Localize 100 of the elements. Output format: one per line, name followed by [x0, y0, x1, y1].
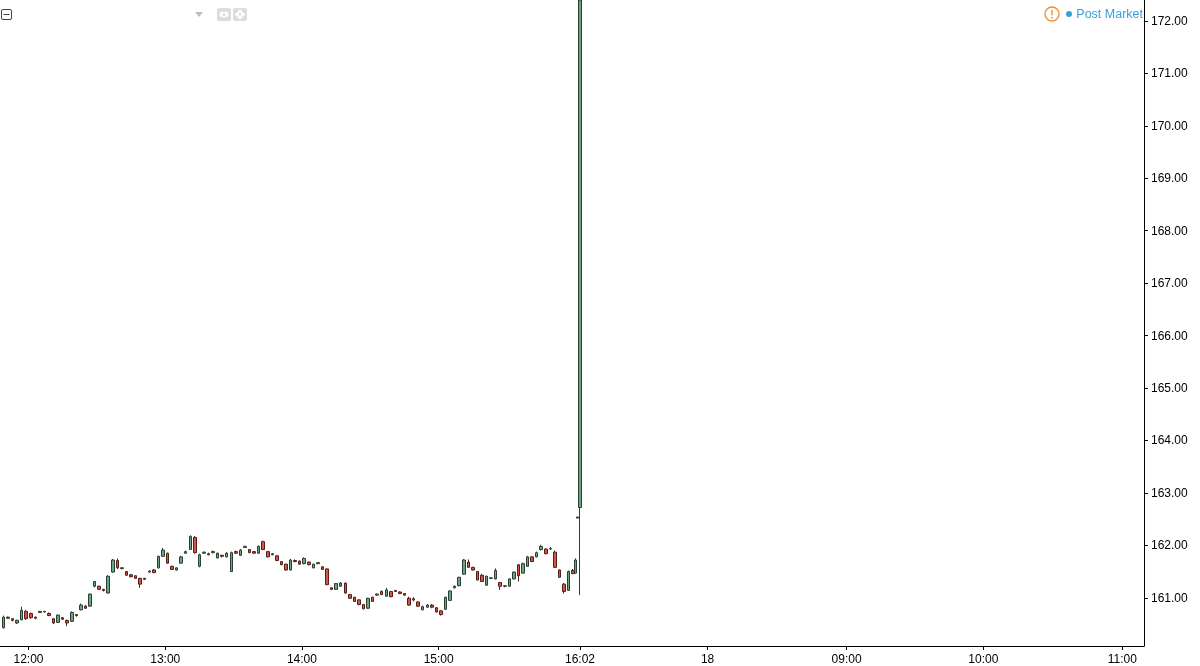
candlestick [129, 573, 133, 578]
candlestick [375, 593, 379, 597]
y-tick-label: 171.00 [1151, 66, 1189, 81]
candlestick [61, 616, 64, 621]
candlestick [430, 603, 434, 609]
candlestick [220, 554, 224, 558]
candlestick [421, 605, 424, 611]
candlestick [70, 610, 74, 623]
candlestick [330, 586, 333, 591]
candlestick [225, 551, 228, 558]
candlestick [567, 569, 570, 592]
candlestick [416, 600, 420, 608]
candlestick [152, 568, 156, 574]
y-tick-label: 168.00 [1151, 223, 1189, 238]
candlestick [517, 563, 520, 582]
candlestick [47, 611, 51, 617]
candlestick [88, 593, 92, 608]
candlestick [97, 585, 101, 591]
candlestick [6, 616, 10, 620]
candlestick [230, 551, 233, 573]
candlestick [544, 547, 548, 555]
candlestick [407, 596, 411, 607]
candlestick [106, 574, 110, 595]
candlestick [574, 557, 577, 575]
candlestick [2, 615, 5, 630]
candlestick [578, 0, 582, 596]
candlestick [371, 596, 374, 603]
candlestick [239, 548, 242, 557]
candlestick [211, 550, 215, 554]
candlestick [111, 558, 115, 574]
y-tick-label: 169.00 [1151, 171, 1189, 186]
candlestick [480, 573, 484, 583]
candlestick [20, 606, 23, 621]
candlestick [43, 610, 46, 613]
candlestick [366, 597, 370, 610]
candlestick [334, 582, 338, 591]
candlestick [275, 554, 279, 562]
y-tick-label: 165.00 [1151, 381, 1189, 396]
candlestick [325, 567, 329, 586]
y-tick-label: 161.00 [1151, 590, 1189, 605]
candlestick [530, 555, 534, 563]
candlestick [426, 603, 429, 609]
candlestick [65, 619, 69, 627]
candlestick [344, 582, 347, 595]
candlestick [252, 550, 256, 555]
y-tick-label: 167.00 [1151, 276, 1189, 291]
candlestick [243, 545, 247, 549]
y-tick-label: 164.00 [1151, 433, 1189, 448]
candlestick [79, 603, 83, 611]
candlestick [175, 566, 178, 571]
x-tick-label: 11:00 [1107, 652, 1138, 666]
candlestick [398, 590, 402, 595]
x-tick-label: 09:00 [831, 652, 862, 666]
candlestick [93, 580, 96, 588]
candlestick [193, 535, 197, 555]
candlestick [558, 568, 561, 579]
candlestick [15, 619, 19, 625]
candlestick [38, 610, 42, 614]
candlestick [316, 561, 320, 565]
candlestick [216, 552, 219, 559]
y-tick-label: 170.00 [1151, 118, 1189, 133]
candlestick [138, 577, 142, 589]
candlestick [52, 617, 55, 625]
candlestick [289, 558, 292, 571]
candlestick [284, 563, 288, 571]
candlestick [293, 558, 297, 563]
y-tick-label: 162.00 [1151, 538, 1189, 553]
candlestick [535, 551, 538, 558]
candlestick [234, 550, 238, 555]
y-tick-label: 166.00 [1151, 328, 1189, 343]
candlestick [179, 555, 183, 565]
candlestick [56, 614, 60, 624]
candlestick [202, 551, 206, 555]
candlestick [266, 550, 270, 558]
x-tick-label: 16:02 [564, 652, 596, 666]
x-tick-label: 10:00 [968, 652, 999, 666]
candlestick [170, 565, 174, 571]
candlestick [257, 544, 260, 555]
candlestick [312, 563, 315, 569]
x-tick-label: 18 [700, 652, 715, 666]
candlestick [498, 581, 502, 591]
y-tick-label: 163.00 [1151, 485, 1189, 500]
candlestick [302, 556, 306, 565]
x-tick-label: 15:00 [423, 652, 455, 666]
candlestick [385, 587, 388, 598]
candlestick [84, 604, 87, 610]
candlestick [184, 550, 187, 555]
candlestick [553, 550, 557, 569]
candlestick [271, 552, 274, 556]
candlestick [539, 544, 543, 552]
candlestick [562, 582, 566, 595]
candlestick [307, 561, 311, 566]
candlestick [357, 598, 361, 606]
y-tick-label: 172.00 [1151, 13, 1189, 28]
annotation: Post Market [1076, 7, 1144, 21]
candlestick [457, 576, 461, 587]
candlestick [462, 558, 466, 576]
candlestick [439, 609, 443, 617]
candlestick [389, 590, 393, 598]
x-tick-label: 14:00 [286, 652, 318, 666]
